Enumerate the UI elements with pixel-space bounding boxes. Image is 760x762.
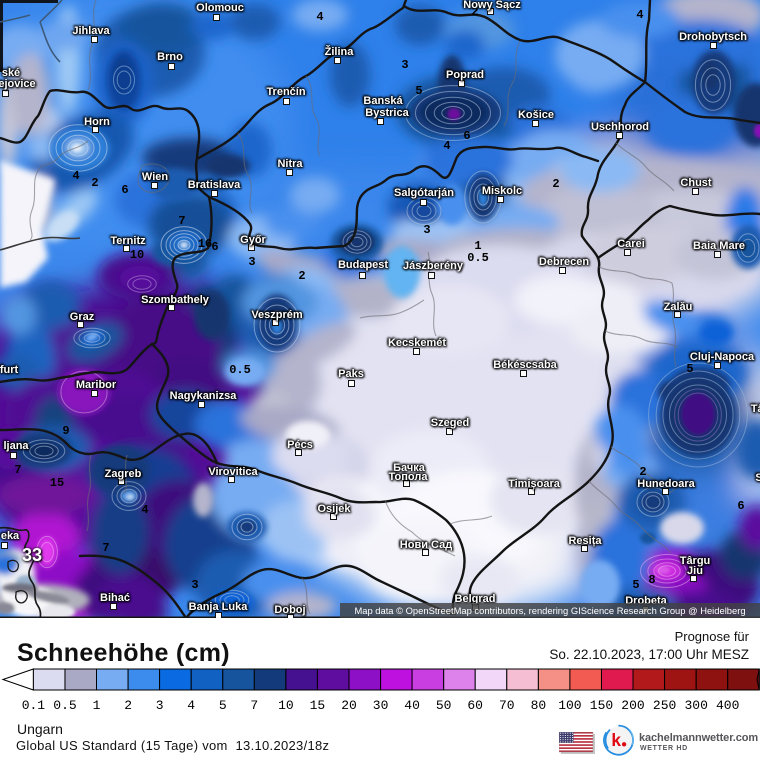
svg-text:k: k [611, 730, 621, 750]
